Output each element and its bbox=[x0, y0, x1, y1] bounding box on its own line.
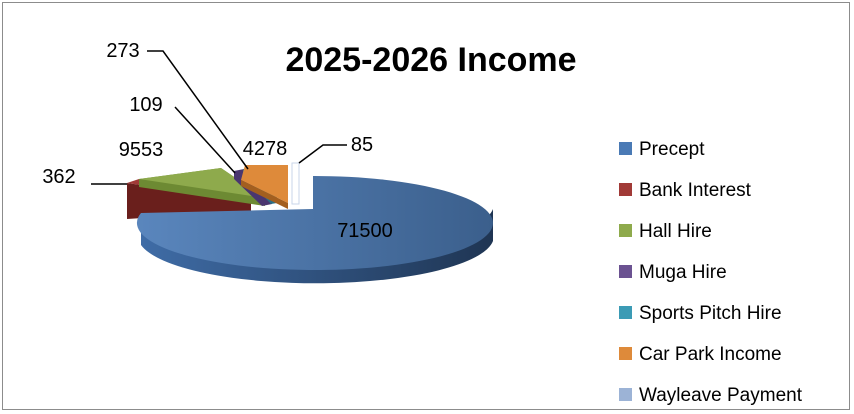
chart-title: 2025-2026 Income bbox=[285, 41, 576, 79]
legend-swatch-wayleave-payment bbox=[619, 388, 632, 401]
legend-swatch-sports-pitch-hire bbox=[619, 306, 632, 319]
data-label-wayleave-payment: 85 bbox=[351, 134, 373, 156]
legend-swatch-bank-interest bbox=[619, 183, 632, 196]
slice-precept-side bbox=[141, 209, 493, 284]
legend-label-bank-interest: Bank Interest bbox=[639, 180, 752, 201]
legend-swatch-muga-hire bbox=[619, 265, 632, 278]
leader-lines bbox=[91, 50, 347, 185]
data-label-bank-interest: 362 bbox=[42, 166, 75, 188]
slice-bank-interest bbox=[127, 183, 251, 219]
legend-label-sports-pitch-hire: Sports Pitch Hire bbox=[639, 303, 782, 324]
data-label-car-park-income: 4278 bbox=[243, 138, 288, 160]
legend-label-muga-hire: Muga Hire bbox=[639, 262, 727, 283]
legend-label-wayleave-payment: Wayleave Payment bbox=[639, 385, 803, 406]
data-label-sports-pitch-hire: 273 bbox=[106, 40, 139, 62]
slice-precept bbox=[136, 175, 493, 270]
data-labels: 71500 362 9553 109 273 4278 85 bbox=[42, 40, 393, 242]
legend: Precept Bank Interest Hall Hire Muga Hir… bbox=[619, 139, 803, 406]
slice-hall-hire-top bbox=[139, 168, 265, 198]
legend-swatch-car-park-income bbox=[619, 347, 632, 360]
pie-chart: 2025-2026 Income bbox=[42, 40, 803, 406]
data-label-muga-hire: 109 bbox=[129, 94, 162, 116]
slice-wayleave-payment bbox=[291, 162, 300, 205]
legend-label-car-park-income: Car Park Income bbox=[639, 344, 782, 365]
slice-car-park-income bbox=[241, 165, 288, 203]
slice-car-park-income-side bbox=[241, 180, 288, 209]
legend-swatch-hall-hire bbox=[619, 224, 632, 237]
legend-label-precept: Precept bbox=[639, 139, 705, 160]
pie-slices bbox=[127, 162, 493, 284]
leader-273 bbox=[147, 50, 249, 170]
legend-label-hall-hire: Hall Hire bbox=[639, 221, 712, 242]
chart-area: 2025-2026 Income bbox=[2, 2, 850, 410]
data-label-precept: 71500 bbox=[337, 220, 393, 242]
leader-109 bbox=[174, 106, 236, 174]
data-label-hall-hire: 9553 bbox=[119, 139, 164, 161]
leader-85 bbox=[298, 144, 347, 164]
legend-swatch-precept bbox=[619, 142, 632, 155]
